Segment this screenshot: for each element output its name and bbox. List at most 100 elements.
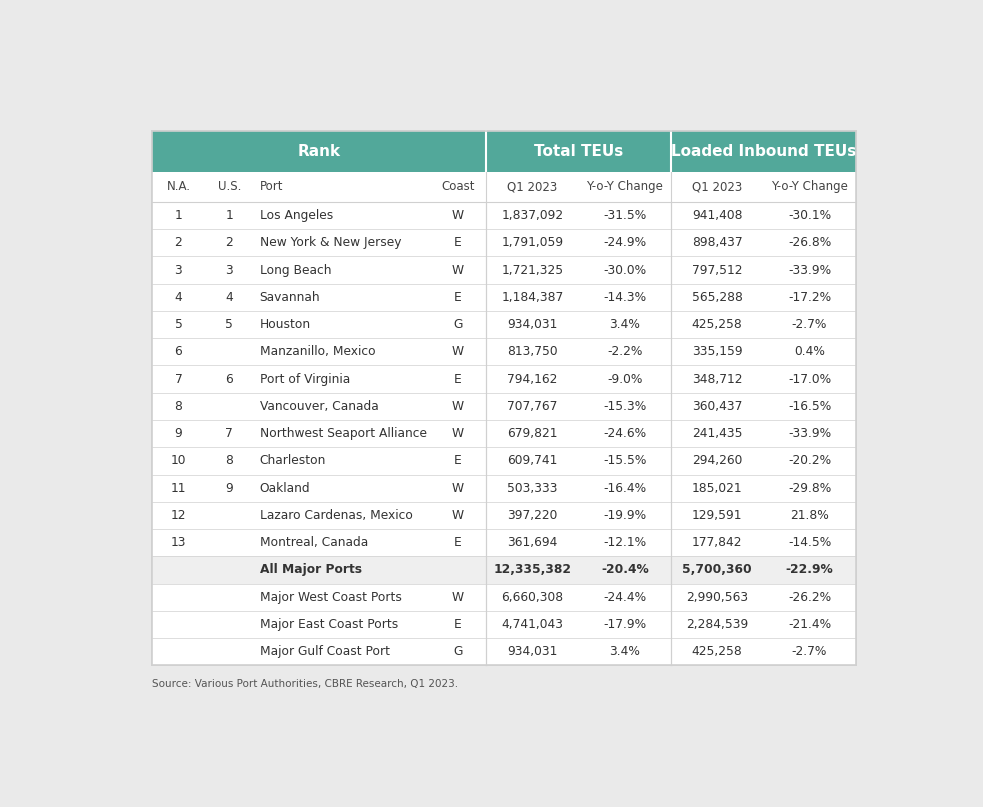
- Bar: [151, 202, 856, 229]
- Text: Q1 2023: Q1 2023: [692, 181, 742, 194]
- Text: -14.3%: -14.3%: [604, 291, 647, 303]
- Text: Vancouver, Canada: Vancouver, Canada: [260, 400, 378, 413]
- Text: 13: 13: [171, 536, 186, 550]
- Bar: [151, 284, 856, 311]
- Text: E: E: [454, 236, 462, 249]
- Text: Loaded Inbound TEUs: Loaded Inbound TEUs: [670, 144, 856, 159]
- Bar: [151, 475, 856, 502]
- Text: 7: 7: [175, 373, 182, 386]
- Text: 1,837,092: 1,837,092: [501, 209, 563, 222]
- Text: 5,700,360: 5,700,360: [682, 563, 752, 576]
- Text: 813,750: 813,750: [507, 345, 557, 358]
- Bar: [151, 556, 856, 583]
- Text: 5: 5: [175, 318, 183, 331]
- Text: -2.2%: -2.2%: [607, 345, 643, 358]
- Text: 294,260: 294,260: [692, 454, 742, 467]
- Text: 4,741,043: 4,741,043: [501, 618, 563, 631]
- Text: Houston: Houston: [260, 318, 311, 331]
- Text: Lazaro Cardenas, Mexico: Lazaro Cardenas, Mexico: [260, 509, 413, 522]
- Text: Major Gulf Coast Port: Major Gulf Coast Port: [260, 646, 389, 659]
- Text: 11: 11: [171, 482, 186, 495]
- Bar: [151, 338, 856, 366]
- Text: E: E: [454, 454, 462, 467]
- Text: 3: 3: [175, 264, 182, 277]
- Text: Los Angeles: Los Angeles: [260, 209, 333, 222]
- Text: Oakland: Oakland: [260, 482, 311, 495]
- Text: 2,990,563: 2,990,563: [686, 591, 748, 604]
- Text: W: W: [452, 400, 464, 413]
- Text: 503,333: 503,333: [507, 482, 557, 495]
- Text: W: W: [452, 345, 464, 358]
- Text: 4: 4: [225, 291, 233, 303]
- Text: W: W: [452, 591, 464, 604]
- Text: 348,712: 348,712: [692, 373, 742, 386]
- Bar: [151, 366, 856, 393]
- Text: 941,408: 941,408: [692, 209, 742, 222]
- Text: -17.9%: -17.9%: [604, 618, 647, 631]
- Text: 898,437: 898,437: [692, 236, 742, 249]
- Bar: [151, 131, 856, 172]
- Text: Y-o-Y Change: Y-o-Y Change: [586, 181, 664, 194]
- Bar: [151, 611, 856, 638]
- Text: -29.8%: -29.8%: [788, 482, 832, 495]
- Text: 21.8%: 21.8%: [790, 509, 829, 522]
- Text: -16.4%: -16.4%: [604, 482, 647, 495]
- Text: N.A.: N.A.: [166, 181, 191, 194]
- Text: Rank: Rank: [298, 144, 340, 159]
- Text: W: W: [452, 209, 464, 222]
- Text: 934,031: 934,031: [507, 646, 557, 659]
- Text: 177,842: 177,842: [692, 536, 742, 550]
- Text: 1,184,387: 1,184,387: [501, 291, 563, 303]
- Text: 707,767: 707,767: [507, 400, 557, 413]
- Text: -17.0%: -17.0%: [788, 373, 831, 386]
- Text: 934,031: 934,031: [507, 318, 557, 331]
- Text: 4: 4: [175, 291, 182, 303]
- Text: Total TEUs: Total TEUs: [534, 144, 623, 159]
- Text: 609,741: 609,741: [507, 454, 557, 467]
- Text: Northwest Seaport Alliance: Northwest Seaport Alliance: [260, 427, 427, 440]
- Bar: [151, 502, 856, 529]
- Bar: [151, 172, 856, 202]
- Text: Montreal, Canada: Montreal, Canada: [260, 536, 368, 550]
- Text: 241,435: 241,435: [692, 427, 742, 440]
- Text: 185,021: 185,021: [692, 482, 742, 495]
- Text: -16.5%: -16.5%: [788, 400, 832, 413]
- Text: Source: Various Port Authorities, CBRE Research, Q1 2023.: Source: Various Port Authorities, CBRE R…: [151, 679, 458, 689]
- Text: -2.7%: -2.7%: [792, 318, 828, 331]
- Text: G: G: [453, 318, 463, 331]
- Text: 360,437: 360,437: [692, 400, 742, 413]
- Text: 12: 12: [171, 509, 186, 522]
- Bar: [151, 393, 856, 420]
- Text: 397,220: 397,220: [507, 509, 557, 522]
- Text: 335,159: 335,159: [692, 345, 742, 358]
- Text: -30.1%: -30.1%: [788, 209, 831, 222]
- Text: -15.3%: -15.3%: [604, 400, 647, 413]
- Text: W: W: [452, 509, 464, 522]
- Text: 9: 9: [225, 482, 233, 495]
- Text: 1: 1: [175, 209, 182, 222]
- Bar: [151, 229, 856, 257]
- Text: Major East Coast Ports: Major East Coast Ports: [260, 618, 398, 631]
- Text: 565,288: 565,288: [692, 291, 742, 303]
- Text: W: W: [452, 427, 464, 440]
- Text: 8: 8: [225, 454, 233, 467]
- Text: E: E: [454, 618, 462, 631]
- Text: -24.9%: -24.9%: [604, 236, 647, 249]
- Text: 2: 2: [175, 236, 182, 249]
- Text: -19.9%: -19.9%: [604, 509, 647, 522]
- Text: 1,721,325: 1,721,325: [501, 264, 563, 277]
- Text: Charleston: Charleston: [260, 454, 326, 467]
- Text: -20.2%: -20.2%: [788, 454, 831, 467]
- Bar: [151, 420, 856, 447]
- Text: -17.2%: -17.2%: [788, 291, 831, 303]
- Text: Port: Port: [260, 181, 283, 194]
- Text: 425,258: 425,258: [692, 318, 742, 331]
- Text: -2.7%: -2.7%: [792, 646, 828, 659]
- Text: 6: 6: [225, 373, 233, 386]
- Text: Long Beach: Long Beach: [260, 264, 331, 277]
- Text: -26.8%: -26.8%: [788, 236, 832, 249]
- Text: Port of Virginia: Port of Virginia: [260, 373, 350, 386]
- Text: -22.9%: -22.9%: [785, 563, 834, 576]
- Text: -15.5%: -15.5%: [604, 454, 647, 467]
- Text: E: E: [454, 373, 462, 386]
